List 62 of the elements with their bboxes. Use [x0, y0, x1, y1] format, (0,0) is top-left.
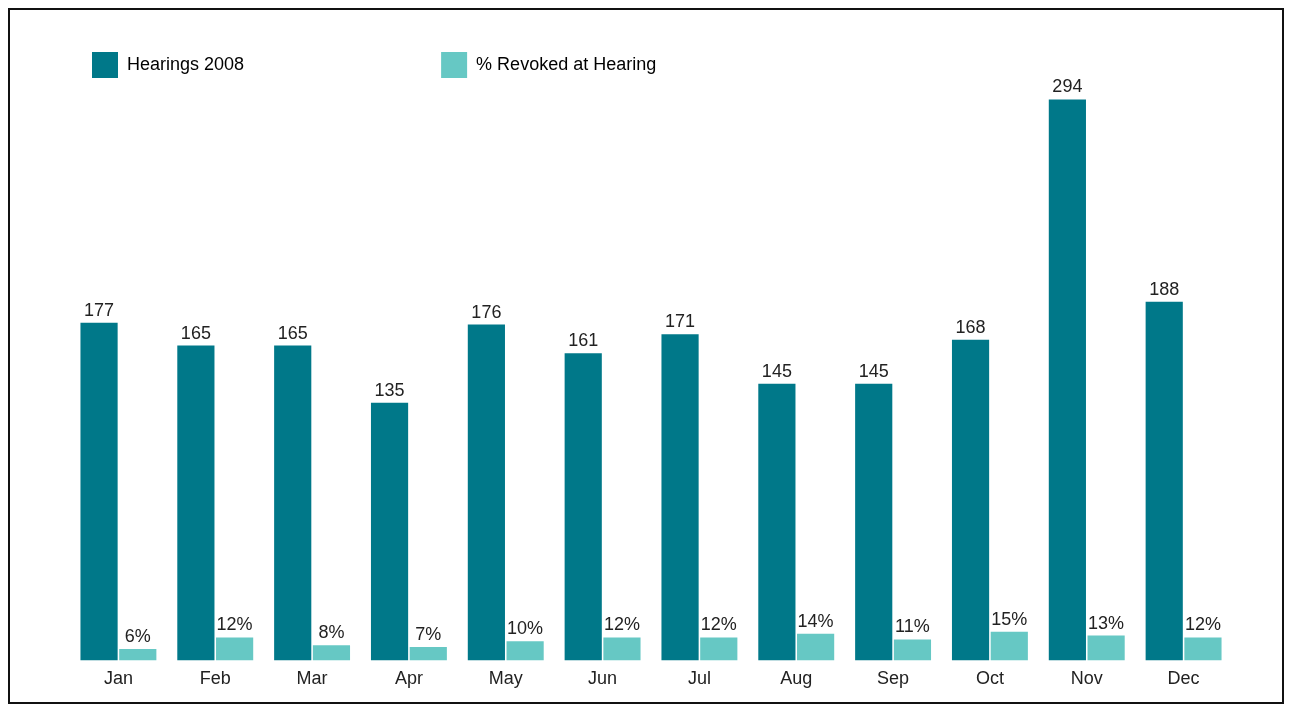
bar — [119, 648, 157, 661]
x-tick-label: Aug — [780, 668, 813, 689]
data-label: 15% — [991, 608, 1028, 629]
bar — [409, 647, 447, 661]
bar — [177, 345, 215, 661]
data-label: 135 — [374, 379, 405, 400]
data-label: 171 — [665, 311, 696, 332]
bar — [80, 322, 118, 661]
data-label: 177 — [84, 299, 115, 320]
bar — [216, 637, 254, 661]
x-tick-label: Jun — [588, 668, 618, 689]
data-label: 12% — [216, 614, 253, 635]
bar — [797, 633, 835, 661]
data-label: 14% — [797, 610, 834, 631]
x-tick-label: Jul — [687, 668, 711, 689]
data-label: 8% — [318, 622, 345, 643]
data-label: 12% — [603, 614, 640, 635]
bar — [564, 353, 602, 661]
bar — [758, 383, 796, 661]
x-tick-label: Sep — [877, 668, 910, 689]
x-tick-label: Dec — [1167, 668, 1200, 689]
bar — [603, 637, 641, 661]
bar — [951, 339, 990, 661]
x-tick-label: Mar — [296, 668, 328, 689]
x-tick-label: May — [488, 668, 523, 689]
bar — [467, 324, 505, 661]
x-tick-label: Feb — [199, 668, 231, 689]
data-label: 294 — [1052, 76, 1083, 97]
x-tick-label: Jan — [103, 668, 133, 689]
bar — [990, 631, 1028, 661]
data-label: 13% — [1088, 612, 1125, 633]
bar — [1087, 635, 1125, 661]
data-label: 11% — [895, 616, 930, 637]
data-label: 6% — [124, 625, 151, 646]
legend-label: % Revoked at Hearing — [476, 53, 657, 74]
bar — [1184, 637, 1222, 661]
x-tick-label: Oct — [975, 668, 1004, 689]
data-label: 168 — [955, 316, 986, 337]
bar — [1145, 301, 1183, 661]
data-label: 188 — [1149, 278, 1180, 299]
x-tick-label: Apr — [394, 668, 423, 689]
bar — [370, 402, 409, 661]
data-label: 12% — [1184, 614, 1221, 635]
data-label: 165 — [180, 322, 211, 343]
data-label: 7% — [415, 624, 442, 645]
data-label: 145 — [761, 360, 792, 381]
bar — [855, 383, 893, 661]
legend-label: Hearings 2008 — [127, 53, 420, 74]
bar — [661, 334, 699, 661]
bar — [506, 641, 544, 661]
x-tick-label: Nov — [1070, 668, 1103, 689]
bar — [700, 637, 738, 661]
bar — [312, 645, 351, 661]
data-label: 165 — [277, 322, 308, 343]
data-label: 161 — [568, 330, 599, 351]
data-label: 10% — [507, 618, 544, 639]
data-label: 176 — [471, 301, 502, 322]
bar — [1048, 99, 1086, 661]
bar — [274, 345, 312, 661]
bar — [893, 639, 932, 661]
data-label: 12% — [700, 614, 737, 635]
data-label: 145 — [858, 360, 889, 381]
